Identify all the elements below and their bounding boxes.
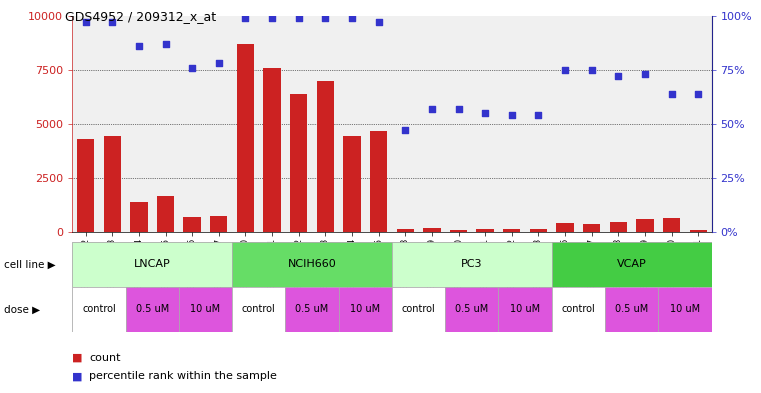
Text: 10 uM: 10 uM [670,305,700,314]
Bar [157,196,174,232]
Bar [130,202,148,232]
Point [160,40,172,47]
Bar [126,287,179,332]
Bar [445,287,498,332]
Bar [605,287,658,332]
Bar [179,287,232,332]
Text: count: count [89,353,120,363]
Bar [689,230,707,232]
Point [533,112,545,118]
Bar [503,229,521,232]
Point [639,71,651,77]
Bar [72,242,232,287]
Point [479,110,492,116]
Text: 0.5 uM: 0.5 uM [135,305,169,314]
Bar [476,229,494,232]
Bar [285,287,339,332]
Bar [72,287,126,332]
Bar [392,287,445,332]
Bar [658,287,712,332]
Text: 10 uM: 10 uM [350,305,380,314]
Text: control: control [402,305,435,314]
Bar [343,136,361,232]
Text: NCIH660: NCIH660 [288,259,336,269]
Bar [450,230,467,232]
Point [80,19,92,25]
Bar [663,218,680,232]
Text: 0.5 uM: 0.5 uM [615,305,648,314]
Text: ■: ■ [72,353,83,363]
Bar [636,219,654,232]
Bar [552,242,712,287]
Point [426,105,438,112]
Text: 10 uM: 10 uM [190,305,221,314]
Point [612,73,624,79]
Point [373,19,385,25]
Point [186,64,199,71]
Point [559,66,571,73]
Bar [237,44,254,232]
Point [320,15,332,21]
Bar [232,287,285,332]
Text: 0.5 uM: 0.5 uM [455,305,489,314]
Text: LNCAP: LNCAP [134,259,170,269]
Text: 10 uM: 10 uM [510,305,540,314]
Bar [610,222,627,232]
Text: PC3: PC3 [461,259,482,269]
Bar [210,216,228,232]
Text: ■: ■ [72,371,83,382]
Text: VCAP: VCAP [616,259,647,269]
Bar [423,228,441,232]
Point [506,112,518,118]
Point [666,90,678,97]
Bar [232,242,392,287]
Text: control: control [242,305,275,314]
Bar [498,287,552,332]
Point [586,66,598,73]
Bar [103,136,121,232]
Bar [183,217,201,232]
Point [266,15,279,21]
Bar [396,229,414,232]
Point [693,90,705,97]
Point [133,43,145,49]
Point [107,19,119,25]
Bar [583,224,600,232]
Bar [339,287,392,332]
Bar [290,94,307,232]
Text: cell line ▶: cell line ▶ [4,259,56,269]
Bar [263,68,281,232]
Point [453,105,465,112]
Bar [530,229,547,232]
Bar [552,287,605,332]
Text: control: control [562,305,595,314]
Text: percentile rank within the sample: percentile rank within the sample [89,371,277,382]
Bar [392,242,552,287]
Point [213,60,225,66]
Text: control: control [82,305,116,314]
Point [293,15,305,21]
Point [346,15,358,21]
Text: GDS4952 / 209312_x_at: GDS4952 / 209312_x_at [65,10,216,23]
Text: 0.5 uM: 0.5 uM [295,305,329,314]
Bar [370,131,387,232]
Bar [77,139,94,232]
Bar [556,223,574,232]
Point [240,15,252,21]
Point [400,127,412,133]
Bar [317,81,334,232]
Text: dose ▶: dose ▶ [4,305,40,314]
